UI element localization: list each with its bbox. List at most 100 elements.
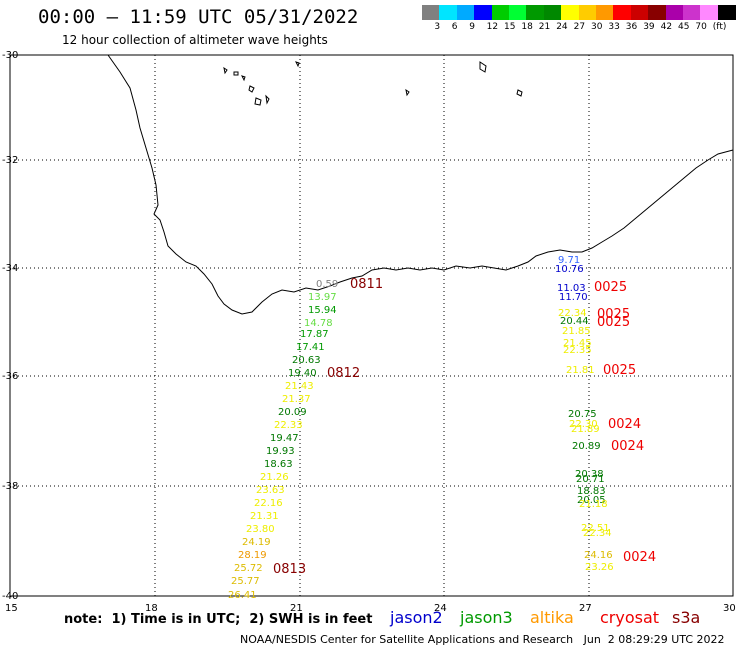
wave-height-label: 23.63 xyxy=(256,485,285,496)
wave-height-label: 13.97 xyxy=(308,292,337,303)
legend-tick-label: 6 xyxy=(451,22,458,32)
cycle-label: 0024 xyxy=(608,417,642,432)
lon-tick-label: 15 xyxy=(5,603,18,614)
wave-height-label: 21.43 xyxy=(285,381,314,392)
lat-tick-label: -34 xyxy=(2,263,19,274)
cycle-label: 0812 xyxy=(327,366,361,381)
page-subtitle: 12 hour collection of altimeter wave hei… xyxy=(62,33,328,47)
cycle-label: 0024 xyxy=(611,439,645,454)
wave-height-label: 22.30 xyxy=(569,419,598,430)
wave-height-label: 11.70 xyxy=(559,292,588,303)
wave-height-label: 19.93 xyxy=(266,446,295,457)
legend-tick-label: 39 xyxy=(643,22,655,32)
wave-height-label: 23.26 xyxy=(585,562,614,573)
coastline xyxy=(107,54,734,315)
cycle-label: 0025 xyxy=(594,280,628,295)
lon-tick-label: 18 xyxy=(145,603,158,614)
wave-height-label: 20.89 xyxy=(572,441,601,452)
wave-height-label: 10.76 xyxy=(555,264,584,275)
wave-height-label: 21.85 xyxy=(562,326,591,337)
legend-tick-label: 9 xyxy=(469,22,475,32)
wave-height-label: 18.83 xyxy=(577,486,606,497)
legend-swatch xyxy=(439,5,458,20)
legend-swatch xyxy=(474,5,493,20)
wave-height-label: 15.94 xyxy=(308,305,337,316)
wave-height-label: 14.78 xyxy=(304,318,333,329)
footer-credit: NOAA/NESDIS Center for Satellite Applica… xyxy=(240,633,725,646)
wave-height-label: 22.34 xyxy=(558,308,587,319)
cycle-label: 0025 xyxy=(603,363,637,378)
satellite-name: s3a xyxy=(672,608,701,627)
wave-height-label: 23.80 xyxy=(246,524,275,535)
wave-height-label: 20.75 xyxy=(568,409,597,420)
legend-swatch xyxy=(700,5,719,20)
legend-swatch xyxy=(613,5,632,20)
wave-height-label: 22.34 xyxy=(583,528,612,539)
legend-swatch xyxy=(509,5,527,20)
legend-tick-label: 18 xyxy=(521,22,533,32)
legend-tick-label: 36 xyxy=(625,22,638,32)
wave-height-label: 22.51 xyxy=(581,523,610,534)
cycle-label: 0025 xyxy=(597,315,631,330)
legend-tick-label: 45 xyxy=(678,22,690,32)
lon-tick-label: 24 xyxy=(434,603,447,614)
wave-height-label: 21.81 xyxy=(566,365,595,376)
legend-tick-label: 42 xyxy=(660,22,673,32)
wave-height-label: 17.41 xyxy=(296,342,325,353)
wave-height-label: 24.16 xyxy=(584,550,613,561)
wave-height-label: 21.45 xyxy=(563,338,592,349)
legend-swatch xyxy=(665,5,684,20)
lon-tick-label: 30 xyxy=(723,603,736,614)
legend-tick-label: (ft) xyxy=(712,22,727,32)
satellite-name: jason3 xyxy=(460,608,513,627)
legend-swatch xyxy=(491,5,510,20)
legend-tick-label: 15 xyxy=(504,22,516,32)
wave-height-label: 22.33 xyxy=(274,420,303,431)
grid-lines xyxy=(10,55,733,596)
legend-swatch xyxy=(648,5,667,20)
lat-tick-label: -32 xyxy=(2,155,19,166)
wave-height-label: 21.26 xyxy=(260,472,289,483)
wave-height-label: 21.31 xyxy=(250,511,279,522)
legend-tick-label: 12 xyxy=(486,22,499,32)
wave-height-label: 20.71 xyxy=(576,474,605,485)
wave-height-label: 25.77 xyxy=(231,576,260,587)
wave-height-label: 20.05 xyxy=(577,495,606,506)
cycle-label: 0813 xyxy=(273,562,307,577)
wave-height-label: 17.87 xyxy=(300,329,329,340)
legend-swatch xyxy=(717,5,736,20)
wave-height-label: 28.19 xyxy=(238,550,267,561)
satellite-name: altika xyxy=(530,608,574,627)
legend-swatch xyxy=(526,5,545,20)
legend-tick-label: 3 xyxy=(434,22,441,32)
wave-height-label: 21.18 xyxy=(579,499,608,510)
legend-tick-label: 33 xyxy=(608,22,620,32)
footer-note: note: 1) Time is in UTC; 2) SWH is in fe… xyxy=(64,612,373,627)
wave-height-label: 25.72 xyxy=(234,563,263,574)
islands xyxy=(223,61,523,106)
lat-tick-label: -38 xyxy=(2,481,19,492)
satellite-name: cryosat xyxy=(600,608,660,627)
legend-tick-label: 21 xyxy=(538,22,551,32)
map-frame xyxy=(9,54,734,597)
cycle-label: 0024 xyxy=(623,550,657,565)
wave-height-label: 9.71 xyxy=(558,255,581,266)
lat-tick-label: -36 xyxy=(2,371,19,382)
wave-height-label: 19.40 xyxy=(288,368,317,379)
wave-height-label: 22.16 xyxy=(254,498,283,509)
satellite-name: jason2 xyxy=(390,608,443,627)
wave-height-label: 19.47 xyxy=(270,433,299,444)
wave-height-label: 20.44 xyxy=(560,316,589,327)
legend-swatch xyxy=(683,5,701,20)
legend-swatch xyxy=(630,5,649,20)
legend-swatch xyxy=(596,5,614,20)
wave-height-label: 0.59 xyxy=(316,279,339,290)
legend-swatch xyxy=(561,5,580,20)
cycle-label: 0811 xyxy=(350,277,384,292)
lat-tick-label: -30 xyxy=(2,50,19,61)
wave-height-label: 18.63 xyxy=(264,459,293,470)
wave-height-label: 20.63 xyxy=(292,355,321,366)
legend-tick-label: 27 xyxy=(573,22,586,32)
legend-swatch xyxy=(543,5,562,20)
